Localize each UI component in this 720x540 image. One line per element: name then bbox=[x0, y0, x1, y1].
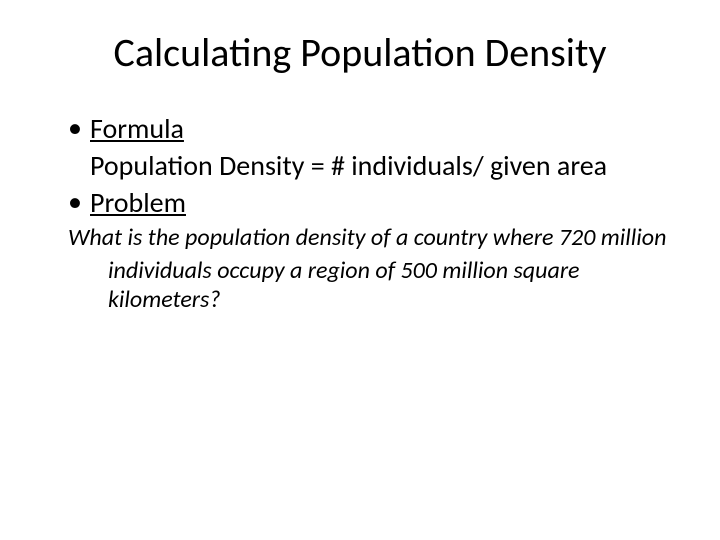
bullet-item: • Problem bbox=[68, 185, 680, 220]
bullet-marker-icon: • bbox=[68, 185, 90, 219]
problem-statement-line1: What is the population density of a coun… bbox=[68, 224, 680, 253]
problem-statement-line2: individuals occupy a region of 500 milli… bbox=[68, 257, 680, 315]
bullet-label: Problem bbox=[90, 185, 186, 220]
slide-title: Calculating Population Density bbox=[40, 28, 680, 77]
bullet-item: • Formula bbox=[68, 111, 680, 146]
bullet-label: Formula bbox=[90, 111, 184, 146]
bullet-marker-icon: • bbox=[68, 111, 90, 145]
slide-container: Calculating Population Density • Formula… bbox=[0, 0, 720, 540]
slide-body: • Formula Population Density = # individ… bbox=[40, 111, 680, 314]
bullet-continuation: Population Density = # individuals/ give… bbox=[68, 148, 680, 183]
